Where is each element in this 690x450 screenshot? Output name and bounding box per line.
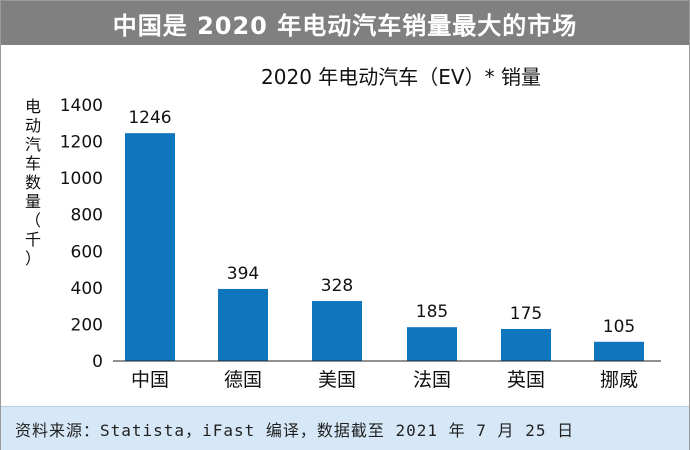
x-axis-ticks: 中国 德国 美国 法国 英国 挪威 <box>131 369 638 391</box>
x-tick-label: 中国 <box>131 369 169 391</box>
y-label-char: 车 <box>25 154 41 173</box>
data-labels: 1246 394 328 185 175 105 <box>128 108 635 337</box>
bar-1 <box>125 133 175 361</box>
x-tick-label: 英国 <box>507 369 545 391</box>
y-tick-label: 0 <box>92 352 103 372</box>
y-tick-label: 400 <box>71 279 103 299</box>
bar-3 <box>312 301 362 361</box>
data-label: 105 <box>603 317 635 337</box>
bars <box>125 133 644 361</box>
chart-title: 2020 年电动汽车（EV）* 销量 <box>261 65 541 89</box>
x-tick-label: 挪威 <box>600 369 638 391</box>
data-label: 1246 <box>128 108 171 128</box>
x-tick-label: 美国 <box>318 369 356 391</box>
y-tick-label: 1000 <box>60 169 103 189</box>
y-label-char: 量 <box>25 192 41 211</box>
y-tick-label: 600 <box>71 242 103 262</box>
data-label: 175 <box>510 304 542 324</box>
y-tick-label: 1400 <box>60 96 103 116</box>
y-tick-label: 800 <box>71 206 103 226</box>
bar-4 <box>407 327 457 361</box>
y-tick-label: 200 <box>71 315 103 335</box>
y-label-char: 千 <box>25 230 41 249</box>
y-label-char: 动 <box>25 116 41 135</box>
bar-2 <box>218 288 268 361</box>
y-label-char: 电 <box>25 97 41 116</box>
x-tick-label: 法国 <box>413 369 451 391</box>
data-label: 185 <box>416 302 448 322</box>
y-label-char: 汽 <box>25 135 41 154</box>
bar-5 <box>501 329 551 361</box>
y-axis-ticks: 0 200 400 600 800 1000 1200 1400 <box>60 96 103 372</box>
y-label-char: （ <box>25 211 41 230</box>
source-footer: 资料来源：Statista，iFast 编译，数据截至 2021 年 7 月 2… <box>1 406 689 450</box>
bar-6 <box>594 341 644 361</box>
page-title: 中国是 2020 年电动汽车销量最大的市场 <box>112 11 578 40</box>
y-tick-label: 1200 <box>60 133 103 153</box>
x-tick-label: 德国 <box>224 369 262 391</box>
source-note: 资料来源：Statista，iFast 编译，数据截至 2021 年 7 月 2… <box>15 420 575 440</box>
data-label: 328 <box>321 276 353 296</box>
header-banner: 中国是 2020 年电动汽车销量最大的市场 <box>1 1 689 45</box>
y-label-char: ） <box>25 249 41 268</box>
data-label: 394 <box>227 264 259 284</box>
y-label-char: 数 <box>25 173 41 192</box>
